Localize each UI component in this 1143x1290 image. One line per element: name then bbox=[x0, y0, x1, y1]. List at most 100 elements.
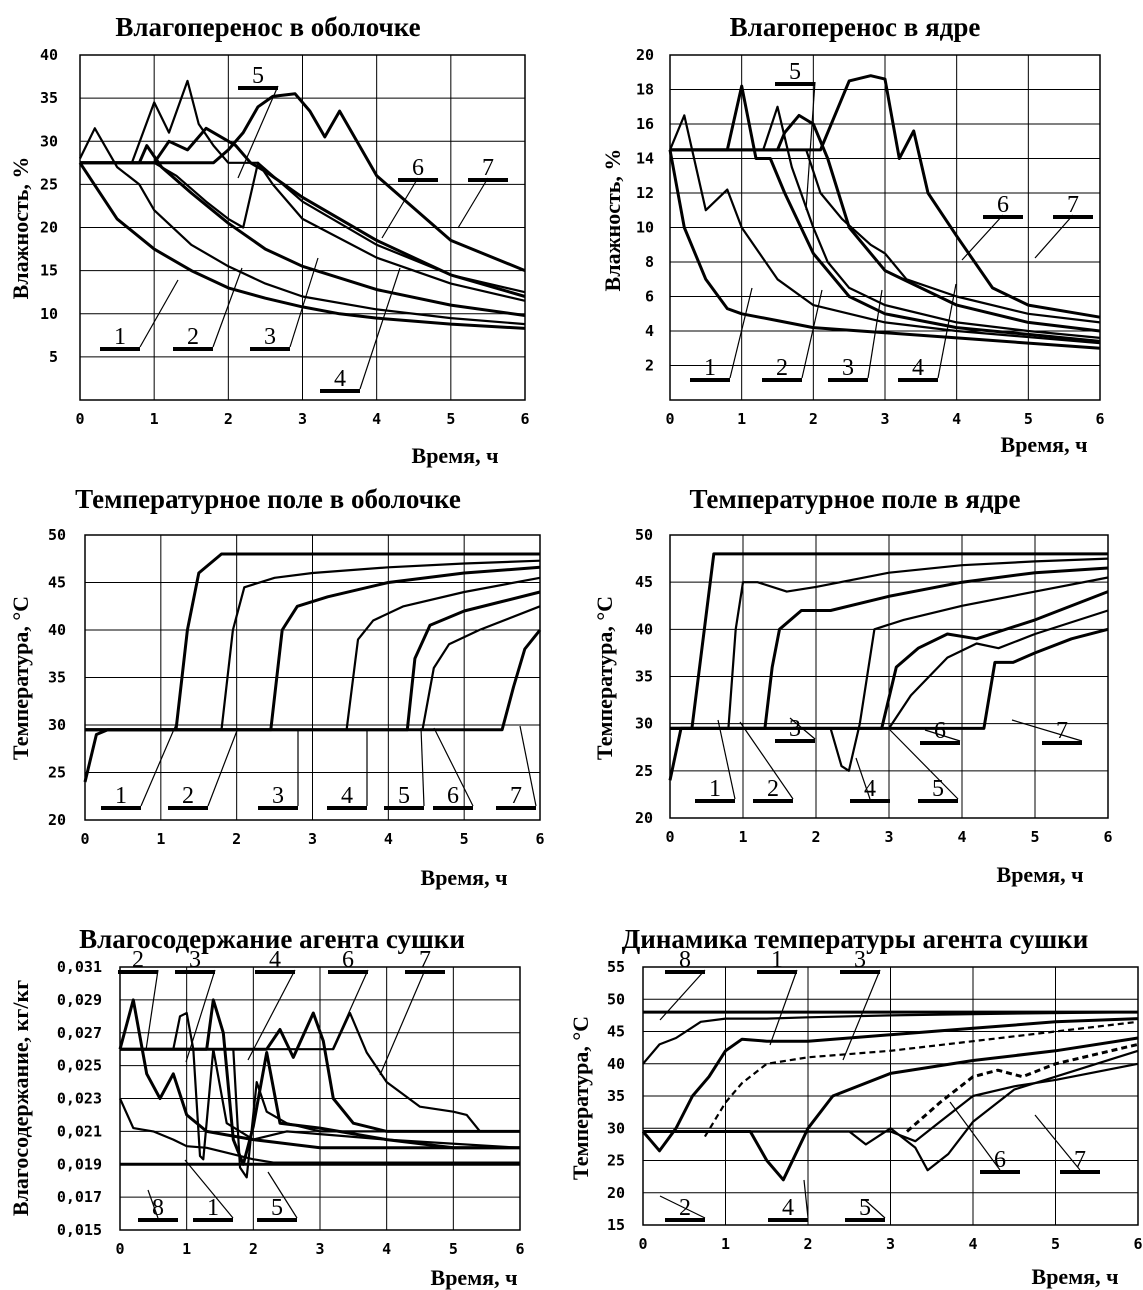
curve-label: 7 bbox=[482, 155, 494, 181]
curve-label-leader bbox=[147, 1189, 159, 1219]
series-line-5 bbox=[670, 113, 1101, 333]
y-tick-label: 30 bbox=[607, 1119, 625, 1137]
x-tick-label: 0 bbox=[115, 1240, 124, 1258]
curve-label-leader bbox=[140, 719, 179, 807]
curve-label-leader bbox=[937, 283, 957, 379]
x-tick-label: 5 bbox=[1051, 1235, 1060, 1253]
y-tick-label: 45 bbox=[607, 1023, 625, 1041]
y-tick-label: 2 bbox=[645, 357, 654, 375]
curve-label-leader bbox=[207, 727, 239, 807]
curve-label: 6 bbox=[934, 718, 946, 744]
y-tick-label: 35 bbox=[607, 1087, 625, 1105]
x-tick-label: 1 bbox=[737, 410, 746, 428]
curve-label-leader bbox=[379, 969, 426, 1076]
y-tick-label: 40 bbox=[48, 621, 66, 639]
curve-label: 1 bbox=[115, 783, 127, 809]
y-tick-label: 25 bbox=[48, 764, 66, 782]
x-axis-label: Время, ч bbox=[1032, 1264, 1119, 1289]
curve-label: 8 bbox=[152, 1195, 164, 1221]
x-tick-label: 0 bbox=[75, 410, 84, 428]
x-tick-label: 4 bbox=[382, 1240, 391, 1258]
series-line-7 bbox=[85, 629, 542, 732]
x-axis-label: Время, ч bbox=[431, 1265, 518, 1290]
plot-frame bbox=[669, 54, 1101, 401]
x-tick-label: 3 bbox=[298, 410, 307, 428]
curve-label: 1 bbox=[207, 1195, 219, 1221]
y-tick-label: 10 bbox=[40, 305, 58, 323]
series-line-6 bbox=[670, 148, 1101, 324]
y-tick-label: 6 bbox=[645, 288, 654, 306]
y-tick-label: 30 bbox=[635, 715, 653, 733]
curve-label: 3 bbox=[854, 947, 866, 973]
y-tick-label: 50 bbox=[635, 526, 653, 544]
series-line-2 bbox=[85, 559, 541, 731]
curve-label: 6 bbox=[994, 1147, 1006, 1173]
series-line-7 bbox=[80, 92, 526, 272]
y-tick-label: 0,029 bbox=[57, 991, 102, 1009]
curve-label: 5 bbox=[859, 1195, 871, 1221]
curve-label-leader bbox=[789, 717, 816, 740]
x-tick-label: 3 bbox=[315, 1240, 324, 1258]
y-tick-label: 45 bbox=[48, 574, 66, 592]
y-tick-label: 40 bbox=[607, 1055, 625, 1073]
y-tick-label: 35 bbox=[40, 89, 58, 107]
y-tick-label: 15 bbox=[607, 1216, 625, 1234]
y-tick-label: 0,023 bbox=[57, 1090, 102, 1108]
curve-label: 2 bbox=[776, 355, 788, 381]
series-line-2 bbox=[668, 114, 1101, 345]
curve-label-leader bbox=[924, 729, 961, 742]
curve-label: 4 bbox=[864, 776, 876, 802]
y-tick-label: 20 bbox=[636, 46, 654, 64]
x-tick-label: 1 bbox=[738, 828, 747, 846]
y-tick-label: 45 bbox=[635, 573, 653, 591]
curve-label-leader bbox=[889, 729, 959, 800]
y-tick-label: 50 bbox=[607, 990, 625, 1008]
series-line-3 bbox=[703, 1020, 1139, 1138]
curve-label-leader bbox=[739, 721, 794, 800]
curve-label-leader bbox=[803, 1179, 809, 1219]
y-tick-label: 5 bbox=[49, 348, 58, 366]
y-tick-label: 12 bbox=[636, 184, 654, 202]
curve-label: 7 bbox=[1067, 192, 1079, 218]
x-tick-label: 3 bbox=[886, 1235, 895, 1253]
x-tick-label: 4 bbox=[952, 410, 961, 428]
x-tick-label: 6 bbox=[520, 410, 529, 428]
x-tick-label: 3 bbox=[308, 830, 317, 848]
x-tick-label: 0 bbox=[665, 828, 674, 846]
curve-label-leader bbox=[139, 279, 179, 348]
curve-label: 6 bbox=[342, 947, 354, 973]
curve-label: 3 bbox=[272, 783, 284, 809]
chart-title: Температурное поле в оболочке bbox=[75, 484, 461, 514]
curve-label: 7 bbox=[419, 947, 431, 973]
x-tick-label: 6 bbox=[1133, 1235, 1142, 1253]
series-line-4 bbox=[80, 161, 526, 302]
y-tick-label: 15 bbox=[40, 262, 58, 280]
y-tick-label: 20 bbox=[40, 219, 58, 237]
x-tick-label: 5 bbox=[460, 830, 469, 848]
curve-label-leader bbox=[867, 289, 883, 379]
curve-label: 1 bbox=[709, 776, 721, 802]
series-line-5 bbox=[670, 590, 1109, 730]
y-tick-label: 14 bbox=[636, 150, 654, 168]
x-axis-label: Время, ч bbox=[421, 865, 508, 890]
x-tick-label: 1 bbox=[182, 1240, 191, 1258]
curve-label: 8 bbox=[679, 947, 691, 973]
curve-label-leader bbox=[1034, 214, 1074, 259]
curve-label: 6 bbox=[447, 783, 459, 809]
curve-label-leader bbox=[769, 969, 798, 1046]
series-line-3 bbox=[80, 144, 526, 317]
x-tick-label: 2 bbox=[249, 1240, 258, 1258]
curve-label-leader bbox=[185, 969, 216, 1063]
curve-label-leader bbox=[420, 727, 425, 807]
curve-label-leader bbox=[659, 1195, 706, 1219]
x-tick-label: 2 bbox=[803, 1235, 812, 1253]
y-tick-label: 20 bbox=[48, 811, 66, 829]
chart-title: Влагоперенос в оболочке bbox=[115, 12, 420, 42]
y-axis-label: Температура, °С bbox=[568, 1016, 593, 1180]
y-tick-label: 0,027 bbox=[57, 1024, 102, 1042]
chart-title: Динамика температуры агента сушки bbox=[622, 924, 1089, 954]
curve-label-leader bbox=[961, 214, 1004, 261]
series-line-2 bbox=[641, 1017, 1139, 1153]
